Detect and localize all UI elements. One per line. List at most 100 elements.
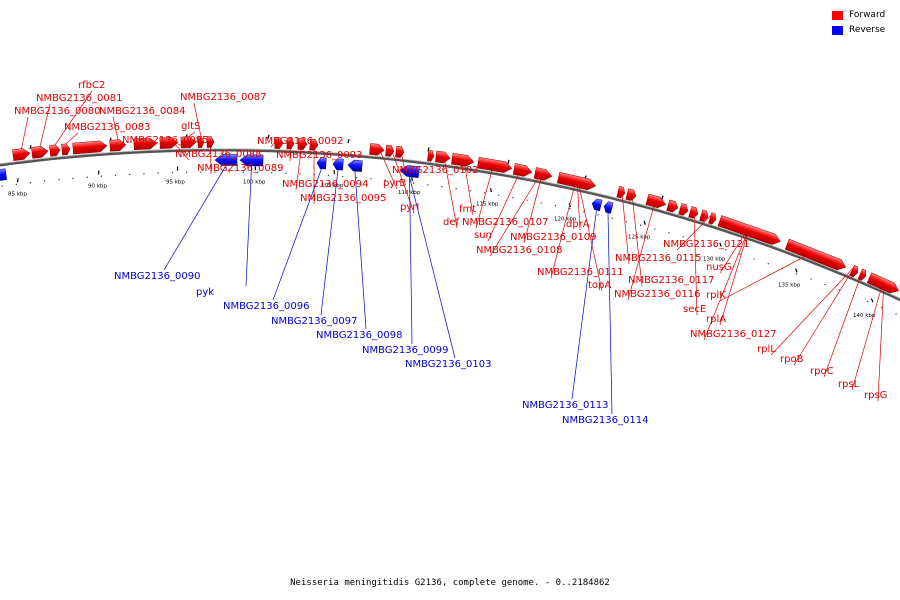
- minor-tick: [682, 236, 684, 238]
- forward-gene-label: NMBG2136_0095: [300, 193, 386, 204]
- forward-gene: [625, 188, 637, 201]
- forward-gene: [512, 163, 533, 177]
- forward-gene: [857, 268, 867, 281]
- reverse-gene: [316, 157, 327, 170]
- forward-gene: [159, 136, 179, 149]
- forward-gene: [72, 140, 108, 155]
- forward-gene: [395, 145, 405, 158]
- forward-gene-arrow: [708, 212, 717, 225]
- minor-tick: [327, 174, 330, 177]
- minor-tick: [895, 313, 897, 315]
- forward-tick: [347, 138, 350, 144]
- reverse-gene-label: pyk: [196, 287, 214, 298]
- forward-gene-arrow: [385, 144, 395, 157]
- forward-gene-arrow: [678, 203, 689, 216]
- reverse-label-connector: [320, 169, 339, 316]
- forward-gene-label: rpoC: [810, 366, 834, 377]
- major-tick: [490, 188, 492, 193]
- forward-label-connector: [188, 131, 196, 138]
- reverse-gene-arrow: [603, 201, 614, 214]
- minor-tick: [242, 171, 244, 173]
- forward-gene-label: nusG: [706, 262, 732, 273]
- forward-gene-label: rplA: [706, 314, 726, 325]
- forward-gene-label: NMBG2136_0087: [180, 92, 266, 103]
- minor-tick: [781, 268, 784, 270]
- forward-gene-arrow: [512, 163, 533, 177]
- minor-tick: [214, 171, 216, 173]
- minor-tick: [256, 171, 259, 174]
- forward-gene-arrow: [717, 215, 781, 245]
- minor-tick: [441, 186, 443, 188]
- minor-tick: [512, 197, 514, 199]
- forward-gene-arrow: [645, 193, 667, 209]
- minor-tick: [696, 240, 698, 242]
- forward-gene-arrow: [857, 268, 867, 281]
- forward-gene: [180, 136, 197, 149]
- forward-gene-arrow: [72, 140, 108, 155]
- minor-tick: [810, 278, 812, 280]
- forward-gene: [274, 137, 284, 149]
- forward-gene-arrow: [109, 139, 127, 152]
- forward-label-connector: [550, 176, 578, 279]
- forward-gene-arrow: [395, 145, 405, 158]
- reverse-gene: [347, 159, 363, 172]
- forward-gene-label: rplL: [757, 344, 776, 355]
- tick-label: 140 kbp: [853, 313, 876, 319]
- forward-gene-label: rpsL: [838, 379, 860, 390]
- legend-reverse-label: Reverse: [849, 25, 886, 35]
- forward-label-connector: [627, 196, 657, 301]
- forward-label-connector: [523, 169, 544, 244]
- forward-gene: [678, 203, 689, 216]
- minor-tick: [1, 185, 3, 187]
- forward-gene-arrow: [49, 144, 61, 157]
- legend-forward-label: Forward: [849, 10, 886, 20]
- reverse-gene-arrow: [214, 154, 238, 166]
- minor-tick: [526, 199, 528, 201]
- legend-reverse: Reverse: [832, 23, 892, 37]
- legend-forward: Forward: [832, 8, 892, 22]
- reverse-gene-arrow: [239, 154, 264, 167]
- tick-label: 85 kbp: [8, 191, 27, 197]
- forward-gene-arrow: [180, 136, 197, 149]
- forward-gene-label: NMBG2136_0115: [615, 253, 701, 264]
- forward-gene-arrow: [159, 136, 179, 149]
- minor-tick: [157, 172, 159, 174]
- reverse-gene-arrow: [316, 157, 327, 170]
- forward-gene: [688, 206, 699, 219]
- tick-label: 100 kbp: [243, 179, 266, 185]
- forward-label-connector: [442, 151, 458, 229]
- forward-gene-label: NMBG2136_0080: [14, 106, 100, 117]
- forward-gene-label: sun: [474, 230, 492, 241]
- minor-tick: [483, 192, 486, 194]
- forward-gene: [369, 143, 385, 156]
- forward-gene-arrow: [451, 152, 475, 167]
- reverse-gene-label: NMBG2136_0103: [405, 359, 491, 370]
- forward-gene: [197, 136, 205, 148]
- reverse-gene-label: NMBG2136_0114: [562, 415, 648, 426]
- major-tick: [795, 268, 798, 273]
- genome-backbone: [0, 148, 900, 302]
- forward-gene-arrow: [31, 146, 49, 159]
- minor-tick: [228, 171, 230, 173]
- minor-tick: [867, 300, 869, 303]
- forward-gene-arrow: [309, 138, 319, 151]
- minor-tick: [200, 171, 202, 173]
- forward-label-connector: [793, 265, 856, 366]
- forward-label-connector: [770, 265, 856, 356]
- forward-gene: [435, 150, 451, 164]
- forward-gene: [717, 215, 781, 245]
- minor-tick: [58, 179, 60, 181]
- minor-tick: [540, 202, 542, 204]
- forward-gene-label: NMBG2136_0085: [122, 135, 208, 146]
- minor-tick: [72, 177, 74, 180]
- minor-tick: [838, 289, 840, 291]
- forward-gene-arrow: [274, 137, 284, 149]
- forward-gene: [385, 144, 395, 157]
- legend: Forward Reverse: [832, 8, 892, 38]
- minor-tick: [427, 184, 429, 186]
- forward-gene-label: NMBG2136_0107: [462, 217, 548, 228]
- major-tick: [719, 242, 722, 247]
- forward-gene: [708, 212, 717, 225]
- forward-label-connector: [21, 116, 29, 149]
